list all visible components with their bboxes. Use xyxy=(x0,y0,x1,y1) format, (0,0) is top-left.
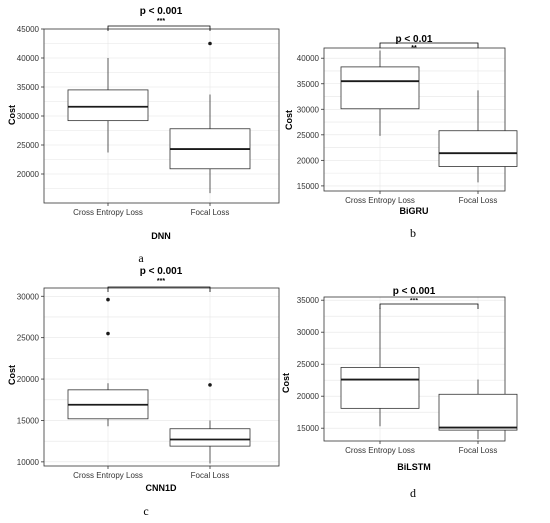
panel-c-xtick-label: Cross Entropy Loss xyxy=(73,471,143,480)
panel-a-xlabel: DNN xyxy=(151,231,171,241)
panel-b-ytick-label: 35000 xyxy=(297,80,320,89)
panel-d-plot: 15000 20000 25000 30000 35000 Cross Entropy L… xyxy=(297,296,518,455)
panel-c-outlier-point xyxy=(208,383,212,387)
panel-d-ytick-label: 20000 xyxy=(297,392,320,401)
panel-c-ytick-label: 20000 xyxy=(17,375,40,384)
panel-a-box xyxy=(67,89,149,122)
panel-b-frame xyxy=(323,47,506,192)
panel-b-ytick-label: 20000 xyxy=(297,156,320,165)
panel-c-ytick-label: 25000 xyxy=(17,334,40,343)
panel-b-significance: ** xyxy=(411,45,417,52)
panel-b-ytick-label: 40000 xyxy=(297,54,320,63)
panel-b-box xyxy=(438,130,518,167)
panel-c-outlier-point xyxy=(106,297,110,302)
panel-a-significance-bracket xyxy=(107,25,211,31)
panel-d-ytick-label: 30000 xyxy=(297,328,320,337)
panel-b-title: p < 0.01 xyxy=(396,34,433,45)
panel-d-xtick-label: Cross Entropy Loss xyxy=(345,446,415,455)
panel-d-xlabel: BiLSTM xyxy=(397,462,431,472)
panel-b-significance-bracket xyxy=(379,42,479,48)
panel-c-significance-bracket xyxy=(107,286,211,292)
panel-a-ytick-label: 25000 xyxy=(17,141,40,150)
panel-c-xtick-label: Focal Loss xyxy=(191,471,230,480)
panel-a-xtick-label: Cross Entropy Loss xyxy=(73,208,143,217)
panel-d-box xyxy=(340,366,420,409)
panel-a-ytick-label: 30000 xyxy=(17,112,40,121)
panel-c-ytick-label: 10000 xyxy=(17,458,40,467)
panel-b-ytick-label: 25000 xyxy=(297,131,320,140)
panel-d-label: d xyxy=(410,486,416,500)
panel-d: p < 0.001 *** BiLSTM Cost d xyxy=(281,286,436,500)
panel-a-plot: 20000 25000 30000 35000 40000 45000 Cross Entr… xyxy=(17,25,280,217)
panel-a-ytick-label: 45000 xyxy=(17,25,40,34)
panel-a-significance: *** xyxy=(157,18,165,25)
panel-d-ylabel: Cost xyxy=(281,373,291,393)
panel-b-ytick-label: 30000 xyxy=(297,105,320,114)
panel-d-significance-bracket xyxy=(379,303,479,309)
panel-a-label: a xyxy=(138,251,144,265)
panel-d-title: p < 0.001 xyxy=(393,286,436,297)
panel-d-frame xyxy=(323,296,506,442)
panel-d-ytick-label: 15000 xyxy=(297,424,320,433)
panel-b-xtick-label: Focal Loss xyxy=(459,196,498,205)
panel-c-outlier-point xyxy=(106,331,110,336)
panel-d-xtick-label: Focal Loss xyxy=(459,446,498,455)
panel-c-ytick-label: 15000 xyxy=(17,416,40,425)
panel-a: p < 0.001 *** DNN Cost a xyxy=(7,6,183,265)
panel-a-outlier-point xyxy=(208,41,212,46)
panel-a-ytick-label: 20000 xyxy=(17,170,40,179)
panel-c-label: c xyxy=(143,504,148,518)
panel-a-ytick-label: 40000 xyxy=(17,54,40,63)
panel-b: p < 0.01 ** BiGRU Cost b xyxy=(284,34,433,240)
panel-a-xtick-label: Focal Loss xyxy=(191,208,230,217)
panel-c: p < 0.001 *** CNN1D Cost c xyxy=(7,266,183,518)
panel-c-box xyxy=(169,428,251,447)
panel-a-ytick-label: 35000 xyxy=(17,83,40,92)
panel-b-label: b xyxy=(410,226,416,240)
panel-a-title: p < 0.001 xyxy=(140,6,183,17)
panel-b-plot: 15000 20000 25000 30000 35000 40000 Cross Entr… xyxy=(297,42,518,205)
panel-d-ytick-label: 25000 xyxy=(297,360,320,369)
panel-d-significance: *** xyxy=(410,298,418,305)
panel-c-plot: 10000 15000 20000 25000 30000 Cross Entropy L… xyxy=(17,286,280,480)
panel-c-significance: *** xyxy=(157,278,165,285)
panel-b-xlabel: BiGRU xyxy=(400,206,429,216)
panel-d-ytick-label: 35000 xyxy=(297,296,320,305)
panel-c-xlabel: CNN1D xyxy=(145,483,177,493)
panel-b-ytick-label: 15000 xyxy=(297,182,320,191)
panel-c-ylabel: Cost xyxy=(7,365,17,385)
panel-d-box xyxy=(438,393,518,431)
panel-c-title: p < 0.001 xyxy=(140,266,183,277)
panel-b-xtick-label: Cross Entropy Loss xyxy=(345,196,415,205)
panel-a-ylabel: Cost xyxy=(7,105,17,125)
panel-b-ylabel: Cost xyxy=(284,110,294,130)
panel-c-ytick-label: 30000 xyxy=(17,292,40,301)
panel-b-box xyxy=(340,66,420,110)
panel-c-frame xyxy=(43,287,280,467)
